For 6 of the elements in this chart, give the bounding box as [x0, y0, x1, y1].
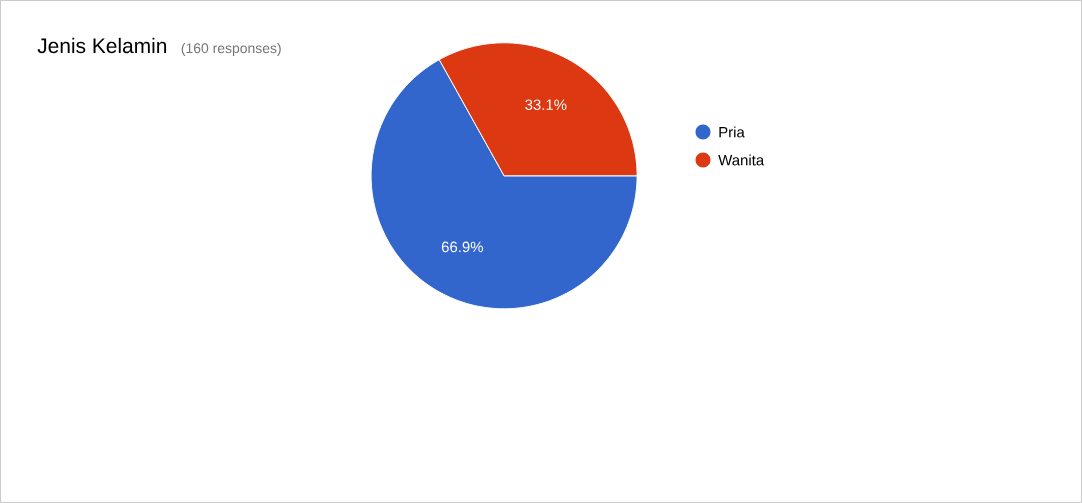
legend-label: Pria [719, 126, 745, 138]
data-label: 66.9% [441, 241, 483, 253]
text: (160 responses) [181, 42, 281, 56]
text: Jenis Kelamin [37, 37, 167, 54]
legend-label: Wanita [718, 154, 765, 166]
data-label: 33.1% [525, 99, 567, 110]
